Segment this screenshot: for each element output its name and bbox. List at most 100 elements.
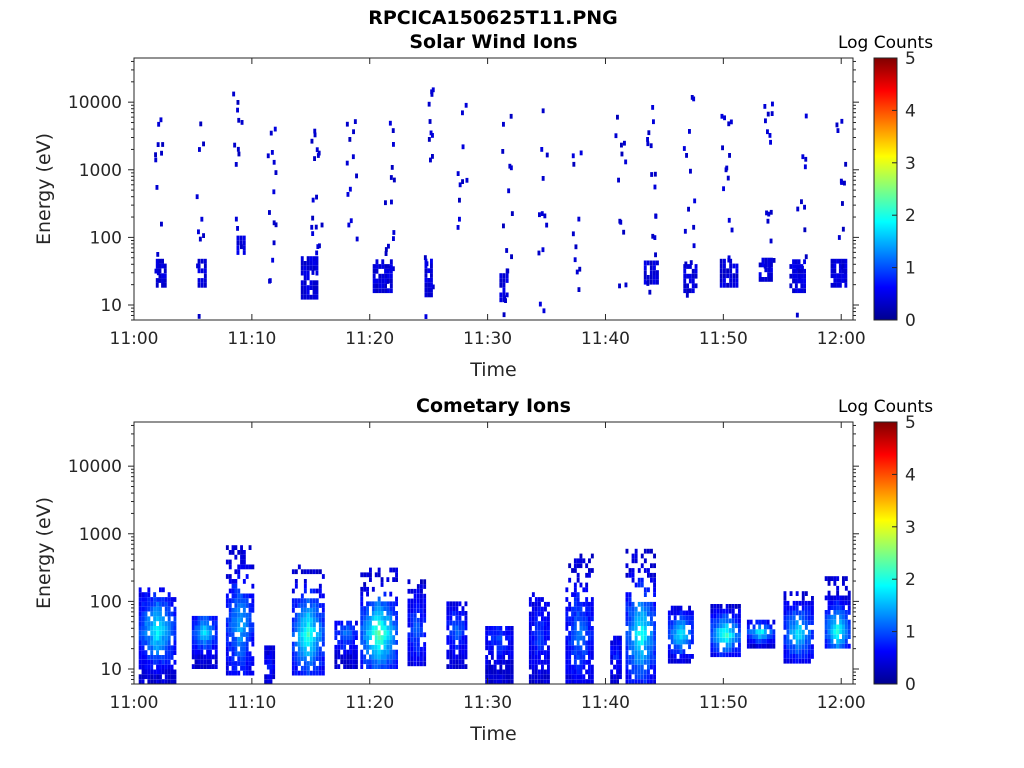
burst-count-cell (731, 604, 735, 609)
burst-count-cell (798, 629, 802, 635)
burst-count-cell (576, 563, 580, 569)
sparse-count-cell (653, 235, 657, 240)
sparse-count-cell (198, 236, 202, 242)
sparse-count-cell (804, 254, 808, 260)
burst-count-cell (590, 664, 594, 670)
burst-count-cell (488, 679, 491, 684)
sparse-count-cell (538, 301, 542, 307)
block-count-cell (735, 273, 739, 279)
burst-count-cell (234, 627, 238, 633)
block-count-cell (242, 240, 246, 246)
burst-count-cell (763, 624, 767, 630)
burst-count-cell (643, 674, 647, 680)
burst-count-cell (637, 679, 641, 684)
burst-count-cell (811, 600, 814, 606)
block-count-cell (723, 278, 726, 283)
burst-count-cell (531, 659, 535, 665)
burst-count-cell (352, 649, 355, 655)
burst-count-cell (590, 606, 594, 612)
burst-count-cell (294, 627, 298, 633)
burst-count-cell (248, 603, 252, 608)
burst-count-cell (380, 659, 384, 665)
burst-count-cell (738, 604, 741, 609)
sparse-count-cell (458, 216, 461, 222)
block-count-cell (203, 263, 207, 269)
burst-count-cell (156, 674, 159, 680)
burst-count-cell (752, 634, 756, 639)
burst-count-cell (631, 679, 635, 684)
sparse-count-cell (311, 270, 315, 275)
burst-count-cell (628, 592, 632, 597)
block-count-cell (792, 288, 795, 294)
burst-count-cell (795, 620, 799, 625)
burst-count-cell (772, 629, 776, 635)
burst-count-cell (147, 669, 151, 675)
block-count-cell (683, 278, 687, 284)
burst-count-cell (643, 616, 647, 622)
burst-count-cell (266, 659, 270, 665)
burst-count-cell (452, 640, 456, 645)
burst-count-cell (197, 625, 201, 631)
burst-count-cell (346, 649, 350, 655)
burst-count-cell (679, 649, 683, 654)
burst-count-cell (153, 640, 157, 646)
burst-count-cell (209, 615, 212, 621)
sparse-count-cell (272, 240, 276, 246)
burst-count-cell (637, 645, 641, 651)
burst-count-cell (579, 630, 583, 636)
burst-count-cell (380, 615, 384, 621)
burst-count-cell (510, 659, 514, 665)
burst-count-cell (309, 656, 313, 661)
x-tick-label: 11:40 (581, 693, 630, 713)
burst-count-cell (352, 640, 355, 645)
sparse-count-cell (766, 111, 770, 117)
block-count-cell (315, 290, 319, 295)
block-count-cell (384, 283, 387, 289)
burst-count-cell (610, 679, 614, 684)
burst-count-cell (242, 670, 246, 676)
burst-count-cell (240, 545, 243, 550)
block-count-cell (424, 287, 428, 293)
burst-count-cell (231, 632, 235, 637)
block-count-cell (375, 278, 379, 284)
burst-count-cell (194, 630, 198, 636)
burst-count-cell (240, 554, 243, 560)
burst-count-cell (346, 659, 350, 665)
burst-count-cell (716, 613, 720, 619)
block-count-cell (155, 268, 159, 274)
burst-count-cell (383, 659, 387, 665)
sparse-count-cell (160, 221, 163, 227)
burst-count-cell (573, 606, 577, 612)
burst-count-cell (315, 632, 319, 637)
burst-count-cell (507, 650, 511, 655)
burst-count-cell (449, 654, 453, 660)
burst-count-cell (510, 669, 514, 675)
burst-count-cell (725, 628, 729, 633)
block-count-cell (767, 262, 771, 268)
sparse-count-cell (688, 129, 691, 134)
burst-count-cell (685, 639, 689, 645)
burst-count-cell (173, 645, 177, 651)
burst-count-cell (150, 669, 154, 675)
burst-count-cell (847, 595, 851, 601)
block-count-cell (794, 288, 798, 294)
block-count-cell (381, 283, 385, 289)
burst-count-cell (206, 664, 210, 669)
burst-count-cell (571, 635, 574, 641)
burst-count-cell (461, 640, 465, 645)
block-count-cell (794, 268, 798, 274)
burst-count-cell (225, 641, 229, 647)
burst-count-cell (713, 604, 717, 609)
burst-count-cell (827, 590, 831, 596)
burst-count-cell (811, 615, 814, 621)
burst-count-cell (792, 629, 796, 635)
block-count-cell (758, 277, 762, 282)
block-count-cell (158, 278, 162, 283)
burst-count-cell (653, 679, 656, 684)
burst-count-cell (225, 617, 229, 623)
burst-count-cell (449, 649, 453, 655)
burst-count-cell (300, 607, 304, 613)
burst-count-cell (159, 601, 162, 607)
burst-count-cell (634, 659, 638, 665)
block-count-cell (372, 288, 376, 294)
